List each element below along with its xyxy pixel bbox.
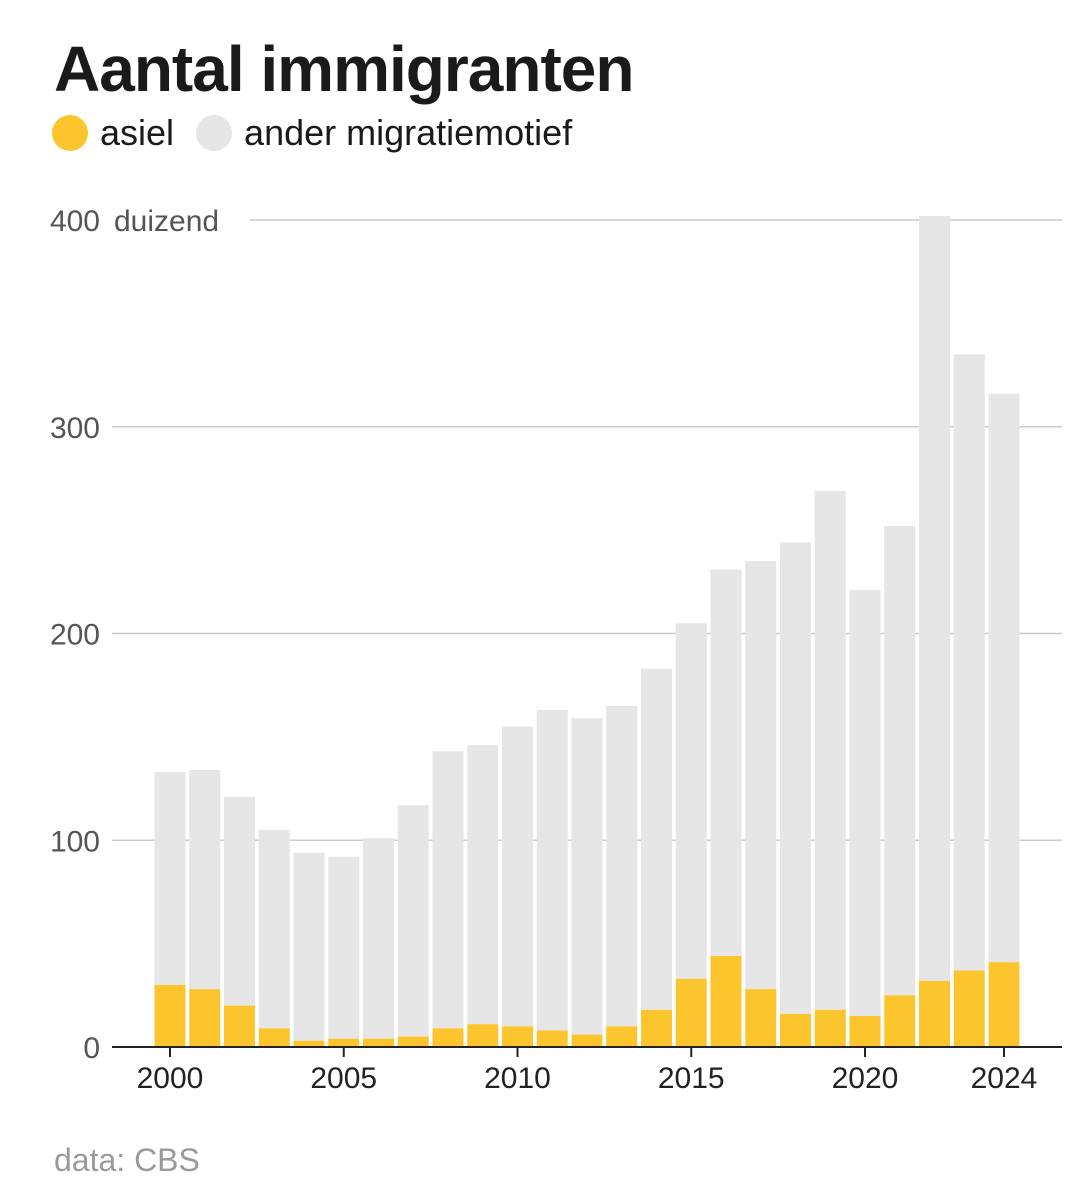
bar-asiel-2005 (328, 1038, 360, 1047)
bar-asiel-2000 (154, 984, 186, 1047)
bar-other-2020 (849, 590, 881, 1016)
bar-asiel-2010 (502, 1026, 533, 1047)
data-source: data: CBS (54, 1142, 200, 1178)
legend-label-other: ander migratiemotief (244, 112, 573, 153)
y-tick-label-200: 200 (50, 619, 100, 652)
bar-asiel-2017 (745, 989, 777, 1047)
bar-other-2000 (154, 772, 186, 985)
bar-other-2006 (363, 838, 394, 1039)
bar-asiel-2002 (224, 1005, 255, 1047)
chart-title: Aantal immigranten (54, 33, 634, 105)
bar-asiel-2007 (397, 1036, 429, 1047)
legend-swatch-asiel (52, 115, 88, 151)
bar-asiel-2022 (919, 980, 950, 1047)
bar-asiel-2011 (536, 1030, 568, 1047)
bar-other-2016 (710, 569, 742, 957)
legend-swatch-other (196, 115, 233, 151)
legend-label-asiel: asiel (100, 112, 175, 153)
bar-other-2015 (675, 623, 707, 979)
bar-asiel-2012 (571, 1034, 603, 1047)
bar-other-2002 (224, 796, 255, 1006)
bar-asiel-2013 (606, 1026, 638, 1047)
bar-asiel-2020 (849, 1015, 881, 1047)
bar-other-2004 (293, 852, 325, 1041)
bar-other-2022 (919, 215, 950, 981)
bar-other-2019 (814, 490, 846, 1010)
bar-asiel-2006 (363, 1038, 394, 1047)
bar-other-2011 (536, 709, 568, 1031)
bar-other-2003 (258, 829, 290, 1029)
bar-other-2012 (571, 718, 603, 1035)
bar-asiel-2003 (258, 1028, 290, 1047)
bar-asiel-2015 (675, 978, 707, 1047)
x-tick-label-2020: 2020 (832, 1062, 899, 1095)
y-tick-label-100: 100 (50, 825, 100, 858)
bar-other-2021 (884, 525, 916, 996)
bar-asiel-2004 (293, 1040, 325, 1047)
bar-asiel-2019 (814, 1009, 846, 1047)
legend: asiel ander migratiemotief (52, 112, 594, 154)
bar-asiel-2023 (953, 970, 985, 1047)
legend-item-other: ander migratiemotief (196, 112, 572, 154)
y-unit-label: duizend (114, 205, 219, 238)
y-tick-label-300: 300 (50, 412, 100, 445)
bar-asiel-2024 (988, 962, 1020, 1047)
bar-asiel-2021 (884, 995, 916, 1047)
bar-other-2007 (397, 805, 429, 1037)
bar-chart: 0 100 200 300 400 duizend 2000 2005 2010 2015 2020… (50, 205, 1062, 1095)
bar-asiel-2018 (780, 1013, 811, 1047)
bar-other-2001 (189, 769, 221, 990)
bar-other-2024 (988, 393, 1020, 963)
bar-other-2017 (745, 561, 777, 990)
x-tick-label-2010: 2010 (484, 1062, 551, 1095)
bar-asiel-2009 (467, 1024, 499, 1047)
bar-other-2014 (641, 668, 672, 1010)
x-tick-label-2015: 2015 (658, 1062, 725, 1095)
bar-other-2018 (780, 542, 811, 1014)
bar-asiel-2008 (432, 1028, 464, 1047)
bar-asiel-2016 (710, 956, 742, 1047)
bar-other-2010 (502, 726, 533, 1027)
x-tick-label-2024: 2024 (971, 1062, 1038, 1095)
y-tick-label-0: 0 (83, 1032, 100, 1065)
y-tick-label-400: 400 (50, 205, 100, 238)
legend-item-asiel: asiel (52, 112, 174, 154)
bar-other-2008 (432, 751, 464, 1029)
bar-other-2005 (328, 856, 360, 1039)
x-tick-label-2000: 2000 (137, 1062, 204, 1095)
x-tick-label-2005: 2005 (310, 1062, 377, 1095)
bar-other-2023 (953, 354, 985, 971)
bar-asiel-2001 (189, 989, 221, 1047)
bar-other-2009 (467, 745, 499, 1025)
bar-other-2013 (606, 705, 638, 1027)
bar-asiel-2014 (641, 1009, 672, 1047)
